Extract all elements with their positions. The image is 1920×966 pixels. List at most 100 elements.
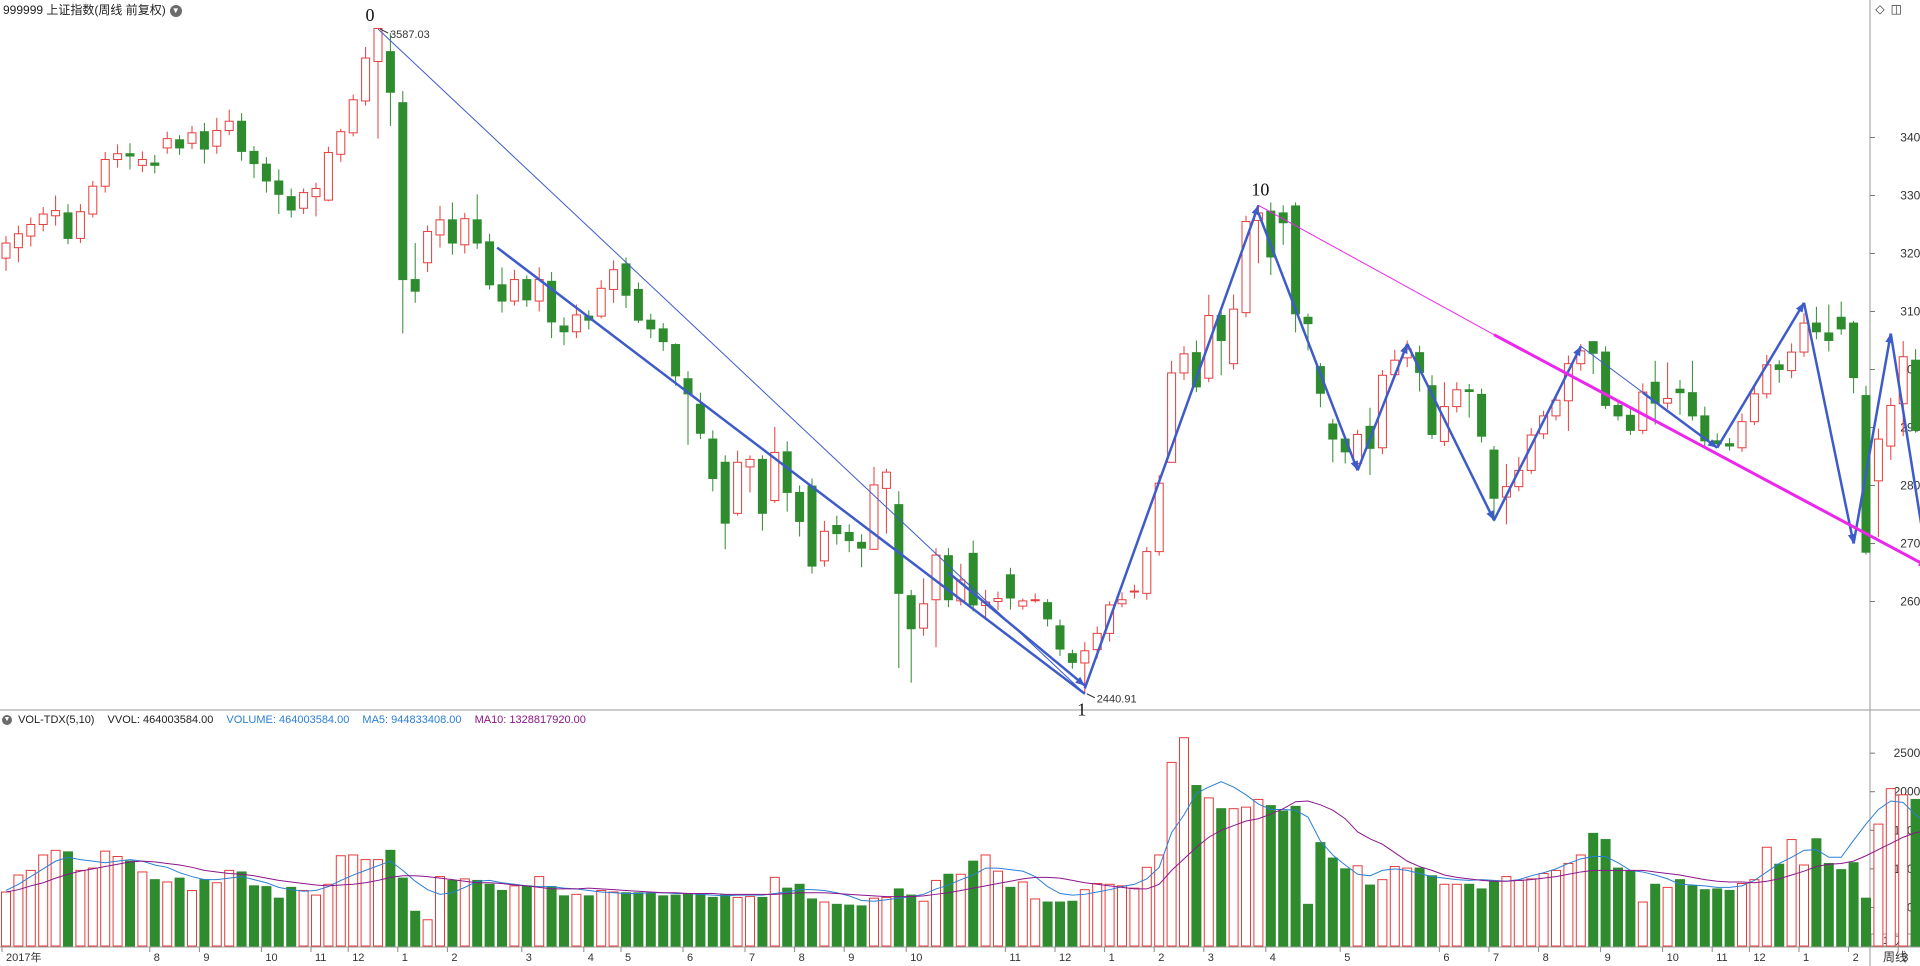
candle-body bbox=[187, 132, 197, 144]
candle bbox=[1278, 205, 1288, 245]
volume-bar bbox=[1613, 867, 1623, 947]
candle-body bbox=[770, 451, 780, 502]
candle-body bbox=[199, 131, 209, 150]
candle-body bbox=[1439, 406, 1449, 442]
candle bbox=[1601, 346, 1611, 409]
candle bbox=[1563, 355, 1573, 431]
candle-body bbox=[1787, 351, 1797, 372]
candle bbox=[819, 520, 829, 567]
volume-bar bbox=[1799, 864, 1809, 947]
volume-bar bbox=[311, 894, 321, 947]
volume-tick-label: 25000 bbox=[1894, 746, 1920, 760]
candle bbox=[249, 146, 259, 179]
volume-bar bbox=[125, 860, 135, 947]
candle-body bbox=[1216, 315, 1226, 341]
candle bbox=[1774, 360, 1784, 383]
ma5-line bbox=[5, 781, 1920, 902]
candle-body bbox=[423, 230, 433, 264]
time-axis-label: 4 bbox=[1270, 952, 1276, 964]
candle-body bbox=[1154, 482, 1164, 553]
candle bbox=[224, 109, 234, 136]
candle bbox=[894, 491, 904, 669]
candle bbox=[1043, 599, 1053, 627]
volume-bar bbox=[397, 877, 408, 947]
volume-bar bbox=[1241, 806, 1251, 947]
volume-bar bbox=[621, 892, 631, 947]
candle bbox=[745, 455, 755, 493]
volume-bar bbox=[645, 892, 656, 947]
volume-bar bbox=[422, 919, 433, 947]
volume-bar bbox=[1253, 798, 1264, 947]
candle-body bbox=[881, 471, 891, 489]
candle-body bbox=[993, 598, 1003, 602]
candle-body bbox=[1464, 389, 1474, 393]
time-axis-label: 3 bbox=[1208, 952, 1214, 964]
candle-body bbox=[100, 159, 110, 187]
time-axis-label: 10 bbox=[1667, 952, 1679, 964]
candle bbox=[485, 233, 495, 290]
candle bbox=[75, 204, 85, 244]
volume-bar bbox=[695, 893, 706, 947]
time-axis-label: 12 bbox=[1753, 952, 1765, 964]
chevron-down-icon[interactable]: ▼ bbox=[169, 4, 182, 17]
candle bbox=[1911, 349, 1920, 433]
volume-bar bbox=[1290, 805, 1301, 947]
candle bbox=[361, 46, 371, 106]
candle bbox=[63, 204, 73, 245]
volume-bar bbox=[174, 877, 185, 947]
candle-body bbox=[460, 218, 470, 246]
volume-bar bbox=[298, 889, 309, 947]
volume-bar bbox=[1154, 854, 1165, 947]
volume-bar bbox=[658, 895, 669, 947]
volume-bar bbox=[943, 873, 954, 947]
candle bbox=[237, 113, 247, 161]
volume-bar bbox=[844, 904, 855, 947]
volume-bar bbox=[13, 874, 24, 947]
candle bbox=[423, 225, 433, 273]
candle bbox=[26, 217, 36, 247]
candle-body bbox=[13, 233, 23, 249]
volume-bar bbox=[1873, 823, 1884, 947]
candle-body bbox=[410, 279, 420, 292]
candle-body bbox=[1539, 415, 1549, 435]
candle-body bbox=[212, 130, 222, 147]
volume-bar bbox=[782, 887, 793, 947]
window-toggle-icon[interactable]: ◫ bbox=[1890, 2, 1902, 16]
diamond-icon[interactable]: ◇ bbox=[1875, 2, 1885, 16]
candle bbox=[373, 27, 383, 139]
volume-bar bbox=[1687, 885, 1698, 947]
candle bbox=[88, 180, 98, 218]
candle bbox=[646, 313, 656, 339]
candle bbox=[609, 260, 619, 303]
candle bbox=[571, 304, 581, 339]
volume-bar bbox=[25, 869, 36, 947]
candle-body bbox=[1005, 574, 1015, 599]
volume-bar bbox=[1836, 869, 1847, 947]
chevron-down-icon[interactable]: ▼ bbox=[2, 715, 12, 726]
candle bbox=[435, 205, 445, 248]
volume-bar bbox=[1030, 898, 1041, 947]
time-axis-label: 11 bbox=[315, 952, 326, 964]
candle-body bbox=[571, 314, 581, 333]
candle bbox=[1, 236, 11, 271]
volume-bar bbox=[1489, 880, 1499, 947]
candle bbox=[199, 122, 209, 164]
volume-bar bbox=[1216, 808, 1227, 947]
candle bbox=[906, 589, 916, 683]
candle-body bbox=[398, 102, 408, 281]
candle bbox=[993, 591, 1003, 611]
time-axis-label: 7 bbox=[1493, 952, 1499, 964]
candle-body bbox=[1018, 600, 1028, 607]
candle bbox=[1452, 382, 1462, 413]
time-axis-label: 6 bbox=[687, 952, 693, 964]
candle-body bbox=[1241, 221, 1251, 314]
candle bbox=[596, 280, 606, 319]
candle bbox=[187, 125, 197, 150]
wave-arrow bbox=[1356, 343, 1409, 471]
volume-bar bbox=[187, 889, 197, 947]
time-axis-label: 11 bbox=[1009, 952, 1020, 964]
candle-body bbox=[1588, 341, 1598, 354]
candle bbox=[1799, 313, 1809, 357]
volume-bar bbox=[993, 870, 1003, 947]
